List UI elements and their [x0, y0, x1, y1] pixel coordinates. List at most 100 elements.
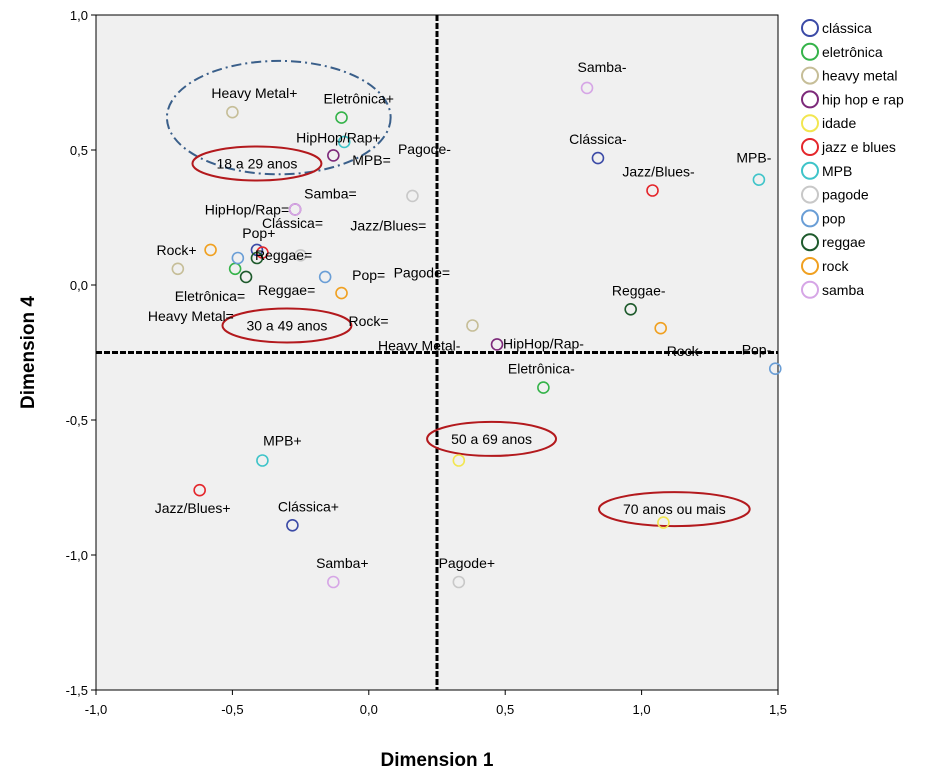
data-point — [624, 302, 637, 316]
point-label: Pop+ — [242, 225, 275, 241]
point-label: MPB- — [736, 150, 771, 166]
annotation-label: 30 a 49 anos — [246, 318, 327, 334]
legend-marker — [801, 42, 819, 61]
data-point — [256, 454, 269, 467]
legend-marker — [801, 233, 819, 252]
legend-marker — [801, 185, 819, 204]
y-axis-title: Dimension 4 — [18, 296, 39, 409]
legend-marker — [801, 90, 819, 109]
point-label: Eletrônica= — [175, 288, 245, 304]
annotation-label: 70 anos ou mais — [623, 501, 726, 517]
legend-marker — [801, 161, 819, 180]
x-tick-label: -0,5 — [221, 702, 243, 717]
x-tick-label: 1,0 — [633, 702, 651, 717]
point-label: Jazz/Blues= — [350, 218, 426, 234]
y-tick-label: 1,0 — [70, 8, 88, 23]
data-point — [193, 483, 206, 497]
point-label: Pagode+ — [439, 555, 495, 571]
point-label: Eletrônica- — [508, 361, 575, 377]
y-tick-label: 0,5 — [70, 143, 88, 158]
legend-marker — [801, 209, 819, 228]
legend-marker — [801, 66, 819, 85]
legend-label: jazz e blues — [821, 139, 896, 155]
x-tick-label: 1,5 — [769, 702, 787, 717]
legend-label: pop — [822, 210, 846, 226]
legend-label: samba — [822, 282, 864, 298]
point-label: Pagode= — [394, 264, 450, 280]
point-label: Heavy Metal- — [378, 338, 461, 354]
point-label: Samba+ — [316, 555, 369, 571]
point-label: Pop- — [742, 342, 772, 358]
legend-label: idade — [822, 115, 856, 131]
point-label: Clássica= — [262, 215, 323, 231]
point-label: Pagode- — [398, 141, 451, 157]
point-label: Heavy Metal+ — [211, 85, 297, 101]
data-point — [337, 135, 351, 149]
point-label: Pop= — [352, 267, 385, 283]
legend-label: hip hop e rap — [822, 91, 904, 107]
data-point — [288, 203, 302, 216]
data-point — [335, 111, 348, 124]
data-point — [452, 454, 466, 467]
annotation-label: 50 a 69 anos — [451, 431, 532, 447]
data-points — [171, 81, 782, 589]
data-point — [657, 516, 670, 529]
highlight-ellipse — [165, 59, 392, 176]
data-point — [286, 518, 299, 532]
point-label: Rock= — [349, 313, 389, 329]
point-label: Heavy Metal= — [148, 308, 234, 324]
legend-label: pagode — [822, 187, 869, 203]
point-label: Samba= — [304, 185, 357, 201]
point-label: Rock+ — [156, 242, 196, 258]
point-label: MPB= — [352, 152, 391, 168]
annotation-ellipse — [426, 420, 558, 457]
y-tick-label: -0,5 — [66, 413, 88, 428]
y-tick-label: -1,0 — [66, 548, 88, 563]
data-point — [294, 249, 307, 262]
data-point — [646, 184, 659, 197]
data-point — [327, 575, 340, 589]
annotation-label: 18 a 29 anos — [216, 156, 297, 172]
legend-label: MPB — [822, 163, 852, 179]
data-point — [768, 362, 782, 376]
point-label: Reggae= — [255, 247, 312, 263]
annotation-ellipse — [221, 307, 353, 344]
annotation-ellipse — [191, 145, 323, 182]
dash-dot-highlight-ellipse — [165, 59, 392, 176]
point-label: Rock- — [667, 343, 704, 359]
x-tick-label: 0,5 — [496, 702, 514, 717]
point-label: Jazz/Blues+ — [155, 500, 231, 516]
data-point — [537, 381, 550, 394]
y-tick-label: -1,5 — [66, 683, 88, 698]
data-point — [250, 251, 264, 265]
legend: clássica eletrônica heavy metal hip hop e r… — [801, 19, 904, 299]
data-point — [327, 149, 340, 162]
age-annotations: 18 a 29 anos 30 a 49 anos 50 a 69 anos 70 a… — [191, 145, 751, 528]
data-point — [226, 105, 239, 119]
point-label: Clássica- — [569, 131, 627, 147]
data-point — [204, 243, 217, 257]
data-point — [452, 575, 466, 589]
data-point — [654, 321, 667, 335]
legend-marker — [801, 257, 819, 275]
point-label: HipHop/Rap= — [205, 201, 289, 217]
point-label: HipHop/Rap- — [503, 335, 584, 351]
data-point — [580, 81, 594, 95]
point-label: Clássica+ — [278, 498, 339, 514]
data-point — [490, 338, 504, 351]
legend-marker — [801, 138, 819, 156]
legend-label: reggae — [822, 234, 866, 250]
x-tick-label: -1,0 — [85, 702, 107, 717]
data-point — [318, 270, 332, 284]
point-label: Reggae- — [612, 282, 666, 298]
data-point — [752, 173, 766, 186]
legend-marker — [801, 114, 819, 133]
data-point — [406, 189, 419, 203]
point-label: Reggae= — [258, 282, 315, 298]
legend-label: clássica — [822, 20, 872, 36]
axes: -1,0 -0,5 0,0 0,5 1,0 1,5 -1,5 -1,0 -0,5 0,0 0,5 1,… — [66, 8, 787, 717]
data-point — [231, 251, 245, 265]
point-label: MPB+ — [263, 433, 302, 449]
point-label: Eletrônica+ — [324, 91, 394, 107]
